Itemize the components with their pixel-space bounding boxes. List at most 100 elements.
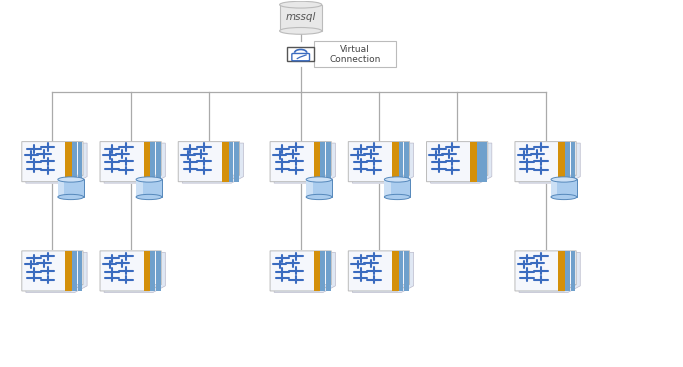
Polygon shape [566,142,570,182]
Polygon shape [426,142,488,182]
Text: Virtual
Connection: Virtual Connection [329,44,381,64]
Polygon shape [320,142,325,182]
Polygon shape [136,179,143,197]
Polygon shape [26,143,87,183]
Polygon shape [136,179,162,197]
Polygon shape [143,142,150,182]
Polygon shape [392,142,399,182]
Polygon shape [270,142,331,182]
Polygon shape [551,179,557,197]
Polygon shape [313,142,320,182]
Polygon shape [404,142,409,182]
Ellipse shape [551,195,577,200]
Ellipse shape [136,195,162,200]
Ellipse shape [279,1,322,8]
Polygon shape [104,143,165,183]
Polygon shape [385,179,410,197]
Polygon shape [26,252,87,292]
Polygon shape [306,179,332,197]
Polygon shape [150,142,155,182]
Polygon shape [66,142,72,182]
FancyBboxPatch shape [314,41,396,67]
Polygon shape [279,5,322,31]
Polygon shape [392,251,399,291]
Ellipse shape [306,195,332,200]
Polygon shape [58,179,64,197]
Polygon shape [477,142,482,182]
Polygon shape [66,251,72,291]
Polygon shape [515,142,576,182]
Polygon shape [72,142,77,182]
Polygon shape [306,179,313,197]
Polygon shape [274,252,335,292]
Polygon shape [398,284,410,291]
Ellipse shape [385,195,410,200]
Polygon shape [143,251,150,291]
Polygon shape [149,175,161,182]
Polygon shape [156,142,161,182]
Polygon shape [319,284,331,291]
Polygon shape [348,142,410,182]
Polygon shape [100,142,161,182]
Polygon shape [58,179,84,197]
Polygon shape [274,143,335,183]
Polygon shape [22,251,83,291]
Polygon shape [385,179,391,197]
Polygon shape [234,142,239,182]
Ellipse shape [279,28,322,34]
Polygon shape [482,142,487,182]
Polygon shape [156,251,161,291]
Polygon shape [475,175,488,182]
Polygon shape [519,252,581,292]
Polygon shape [78,251,83,291]
Polygon shape [229,142,234,182]
Polygon shape [348,251,410,291]
Polygon shape [571,251,576,291]
Ellipse shape [58,195,84,200]
Polygon shape [72,251,77,291]
Polygon shape [519,143,581,183]
Ellipse shape [58,177,84,182]
Polygon shape [559,142,566,182]
Polygon shape [104,252,165,292]
Polygon shape [398,175,410,182]
Polygon shape [564,175,576,182]
Polygon shape [320,251,325,291]
Polygon shape [227,175,240,182]
Polygon shape [313,251,320,291]
Polygon shape [222,142,229,182]
Ellipse shape [551,177,577,182]
Polygon shape [78,142,83,182]
Polygon shape [430,143,492,183]
Polygon shape [326,251,331,291]
Polygon shape [149,284,161,291]
Polygon shape [326,142,331,182]
Polygon shape [470,142,477,182]
Polygon shape [100,251,161,291]
Polygon shape [559,251,566,291]
Polygon shape [564,284,576,291]
Polygon shape [404,251,409,291]
Polygon shape [515,251,576,291]
Polygon shape [270,251,331,291]
Polygon shape [399,251,404,291]
Polygon shape [150,251,155,291]
Polygon shape [71,284,83,291]
Ellipse shape [306,177,332,182]
Polygon shape [182,143,244,183]
Text: mssql: mssql [285,12,316,22]
Ellipse shape [385,177,410,182]
Polygon shape [551,179,577,197]
Polygon shape [566,251,570,291]
FancyBboxPatch shape [292,54,309,61]
Polygon shape [178,142,240,182]
FancyBboxPatch shape [287,47,314,62]
Polygon shape [71,175,83,182]
Ellipse shape [136,177,162,182]
Polygon shape [571,142,576,182]
Polygon shape [352,252,414,292]
Polygon shape [319,175,331,182]
Polygon shape [399,142,404,182]
Polygon shape [22,142,83,182]
Polygon shape [352,143,414,183]
